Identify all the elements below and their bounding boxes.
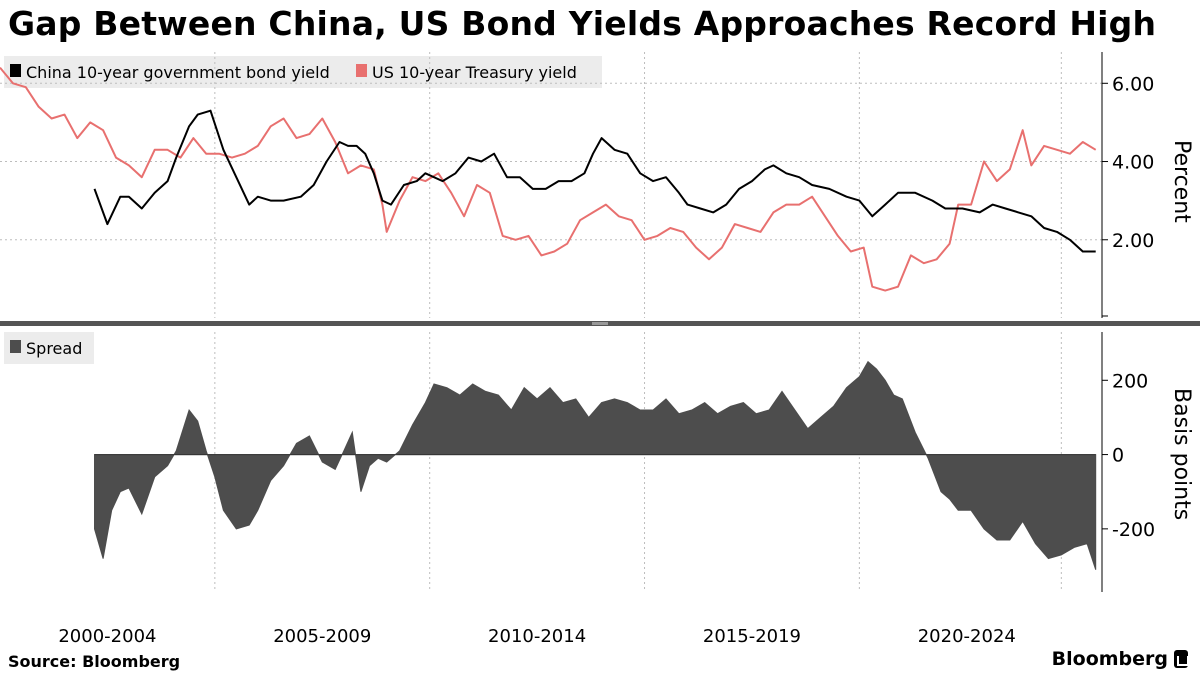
x-tick-label: 2005-2009 [273,626,371,647]
spread-legend-label[interactable]: Spread [26,339,82,358]
spread-axis: -200 0 200 [1101,332,1155,592]
source-note: Source: Bloomberg [8,652,181,671]
yield-gridlines [0,52,1102,318]
spread-legend-swatch [10,340,21,353]
yield-tick-label: 2.00 [1112,230,1154,252]
spread-tick-label: -200 [1112,519,1155,541]
spread-series-group [94,360,1097,570]
x-tick-label: 2010-2014 [488,626,586,647]
spread-legend: Spread [10,339,82,358]
yield-panel: 2.00 4.00 6.00 China 10-year government bo… [0,52,1194,318]
x-axis-ticks: 2000-2004 2005-2009 2010-2014 2015-2019 2020… [58,626,1016,647]
china-legend-swatch [10,64,21,77]
yield-tick-label: 4.00 [1112,152,1154,174]
brand-name: Bloomberg [1051,648,1168,670]
bloomberg-terminal-icon [1174,650,1189,668]
china-legend-label[interactable]: China 10-year government bond yield [26,63,330,82]
yield-axis: 2.00 4.00 6.00 [1101,52,1154,318]
x-tick-label: 2020-2024 [918,626,1016,647]
spread-area [94,360,1097,570]
china-yield-line [93,109,1096,253]
yield-series-group [0,66,1097,292]
spread-tick-label: 0 [1112,445,1124,467]
us-legend-label[interactable]: US 10-year Treasury yield [372,63,577,82]
spread-tick-label: 200 [1112,370,1148,392]
yield-tick-label: 6.00 [1112,73,1154,95]
bloomberg-logo: Bloomberg [1051,648,1189,670]
yield-legend-background [4,56,602,88]
panel-resize-handle[interactable] [592,322,608,325]
us-legend-swatch [356,64,367,77]
us-yield-line [0,66,1097,292]
spread-axis-label: Basis points [1169,388,1194,520]
chart-title: Gap Between China, US Bond Yields Approa… [8,4,1157,43]
yield-legend: China 10-year government bond yield US 10… [10,63,577,82]
x-tick-label: 2000-2004 [58,626,156,647]
yield-axis-label: Percent [1169,140,1194,223]
panel-divider [0,321,1200,326]
x-tick-label: 2015-2019 [703,626,801,647]
